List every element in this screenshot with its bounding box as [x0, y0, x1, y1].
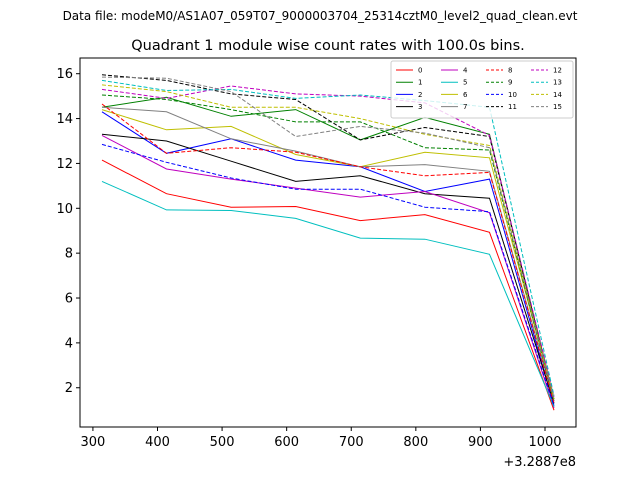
legend-label-15: 15 — [553, 103, 562, 111]
legend-label-12: 12 — [553, 67, 562, 75]
axes-frame — [79, 57, 577, 428]
series-line-4 — [101, 134, 555, 409]
chart-title: Quadrant 1 module wise count rates with … — [131, 38, 525, 54]
y-tick-label: 16 — [56, 67, 73, 82]
legend-label-1: 1 — [418, 79, 422, 87]
series-line-2 — [101, 111, 555, 406]
x-axis-offset-label: +3.2887e8 — [503, 455, 576, 470]
chart-suptitle: Data file: modeM0/AS1A07_059T07_90000037… — [63, 9, 578, 23]
series-line-6 — [101, 109, 555, 400]
x-tick-label: 900 — [468, 435, 493, 450]
series-line-11 — [101, 74, 555, 400]
series-line-10 — [101, 143, 555, 406]
y-tick-label: 12 — [56, 157, 73, 172]
y-tick-label: 6 — [65, 292, 73, 307]
series-line-7 — [101, 106, 555, 402]
series-line-3 — [101, 133, 555, 404]
legend-box — [390, 60, 574, 119]
y-tick-label: 8 — [65, 247, 73, 262]
legend-label-6: 6 — [463, 91, 468, 99]
legend-label-4: 4 — [463, 67, 468, 75]
series-line-1 — [101, 96, 555, 402]
legend-label-2: 2 — [418, 91, 422, 99]
legend-label-5: 5 — [463, 79, 467, 87]
x-tick-label: 400 — [145, 435, 170, 450]
legend-label-11: 11 — [508, 103, 517, 111]
y-tick-label: 14 — [56, 112, 73, 127]
legend-label-13: 13 — [553, 79, 562, 87]
x-tick-label: 800 — [403, 435, 428, 450]
y-tick-label: 10 — [56, 202, 73, 217]
legend-label-14: 14 — [553, 91, 562, 99]
y-tick-label: 2 — [65, 381, 73, 396]
series-line-12 — [101, 85, 555, 397]
series-line-5 — [101, 180, 555, 407]
legend-label-7: 7 — [463, 103, 467, 111]
legend-label-10: 10 — [508, 91, 517, 99]
series-line-14 — [101, 84, 555, 400]
series-line-8 — [101, 103, 555, 404]
series-group — [101, 74, 555, 411]
legend-label-8: 8 — [508, 67, 512, 75]
legend-label-3: 3 — [418, 103, 422, 111]
legend-label-0: 0 — [418, 67, 422, 75]
legend-label-9: 9 — [508, 79, 512, 87]
x-tick-label: 500 — [210, 435, 235, 450]
series-line-9 — [101, 94, 555, 402]
x-tick-label: 1000 — [528, 435, 561, 450]
x-tick-label: 700 — [339, 435, 364, 450]
series-line-15 — [101, 76, 555, 401]
series-line-0 — [101, 159, 555, 411]
y-tick-label: 4 — [65, 336, 73, 351]
series-line-13 — [101, 79, 555, 396]
x-tick-label: 300 — [81, 435, 106, 450]
x-tick-label: 600 — [274, 435, 299, 450]
